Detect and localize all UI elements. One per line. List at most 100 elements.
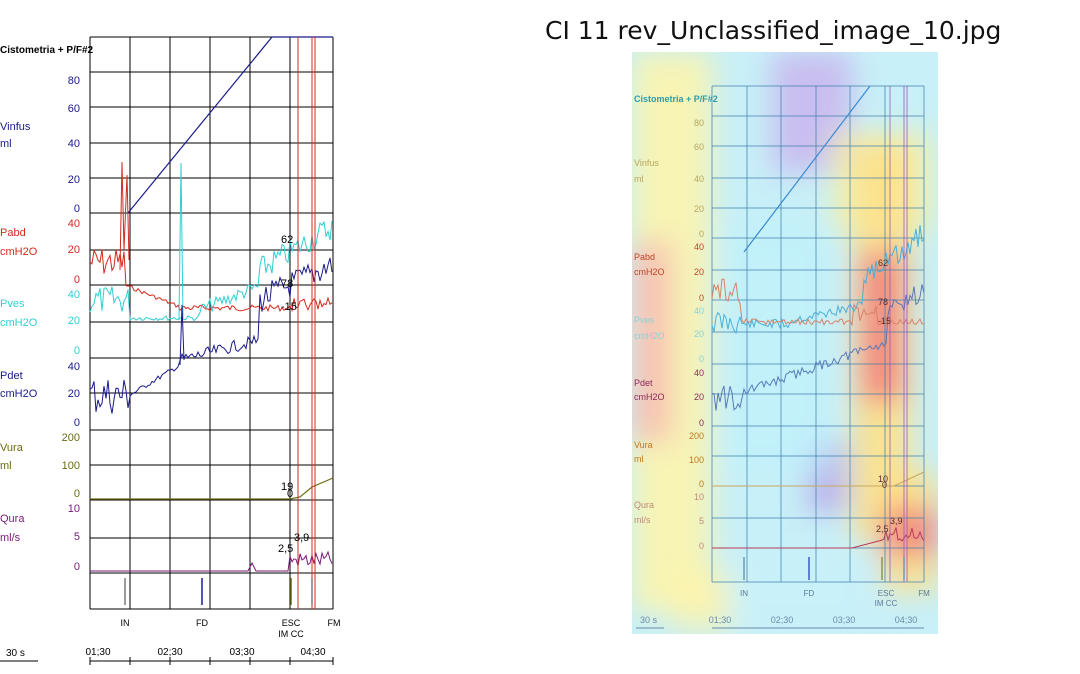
channel-unit: ml/s [0, 532, 21, 544]
pabd-trace [89, 248, 333, 313]
channel-unit: ml [634, 454, 644, 464]
data-annotation: 78 [281, 278, 293, 290]
heatmap-region [632, 242, 672, 442]
channel-unit: cmH2O [634, 331, 665, 341]
pdet-trace [89, 257, 333, 414]
chart-left-svg: Cistometria + P/F#2Vinfusml806040200Pabd… [0, 36, 341, 665]
axis-tick-label: 80 [694, 118, 704, 128]
time-tick-label: 02;30 [771, 615, 794, 625]
axis-tick-label: 20 [694, 392, 704, 402]
channel-name: Qura [0, 513, 25, 525]
channel-unit: cmH2O [0, 388, 38, 400]
time-tick-label: 03;30 [833, 615, 856, 625]
axis-tick-label: 0 [74, 274, 80, 286]
time-tick-label: 04;30 [300, 647, 325, 658]
pabd-trace [711, 278, 925, 327]
axis-tick-label: 200 [62, 432, 80, 444]
heatmap-title: CI 11 rev_Unclassified_image_10.jpg [545, 16, 1002, 45]
time-tick-label: 01;30 [85, 647, 110, 658]
axis-tick-label: 0 [699, 229, 704, 239]
event-label: IM CC [278, 629, 304, 639]
event-label: FM [328, 618, 341, 628]
event-label: IM CC [875, 599, 898, 608]
axis-tick-label: 10 [694, 492, 704, 502]
axis-tick-label: 40 [68, 218, 80, 230]
axis-tick-label: 0 [699, 293, 704, 303]
axis-tick-label: 20 [694, 267, 704, 277]
axis-tick-label: 0 [74, 561, 80, 573]
heatmap-region [862, 252, 902, 402]
axis-tick-label: 20 [68, 174, 80, 186]
event-label: FD [804, 589, 815, 598]
axis-tick-label: 20 [68, 315, 80, 327]
axis-tick-label: 80 [68, 75, 80, 87]
channel-unit: ml [0, 138, 12, 150]
channel-name: Pves [634, 315, 655, 325]
time-scale-label: 30 s [6, 648, 25, 659]
axis-tick-label: 0 [699, 541, 704, 551]
axis-tick-label: 0 [699, 354, 704, 364]
pves-spike [178, 162, 184, 321]
time-tick-label: 01;30 [709, 615, 732, 625]
data-annotation: 62 [281, 234, 293, 246]
data-annotation: 78 [878, 297, 888, 307]
channel-name: Pdet [634, 378, 653, 388]
axis-tick-label: 0 [699, 418, 704, 428]
axis-tick-label: 40 [68, 361, 80, 373]
data-annotation: 10 [878, 474, 888, 484]
axis-tick-label: 100 [689, 455, 704, 465]
original-urodynamics-chart: Cistometria + P/F#2 Vinfus ml 80 60 40 20 0 Pabd… [0, 0, 341, 669]
axis-tick-label: 40 [694, 174, 704, 184]
channel-unit: cmH2O [634, 392, 665, 402]
axis-tick-label: 0 [74, 345, 80, 357]
axis-tick-label: 100 [62, 460, 80, 472]
channel-name: Vura [0, 442, 24, 454]
vinfus-trace [127, 36, 273, 214]
channel-unit: ml/s [634, 515, 651, 525]
event-label: ESC [878, 589, 895, 598]
axis-tick-label: 0 [74, 203, 80, 215]
data-annotation: 2,5 [876, 524, 889, 534]
channel-name: Vinfus [634, 158, 659, 168]
vura-trace [712, 471, 925, 487]
axis-tick-label: 0 [74, 417, 80, 429]
time-tick-label: 02;30 [157, 647, 182, 658]
axis-tick-label: 20 [694, 204, 704, 214]
data-annotation: 3,9 [294, 532, 309, 544]
data-annotation: -15 [281, 301, 297, 313]
data-annotation: 19 [281, 481, 293, 493]
axis-tick-label: 40 [68, 138, 80, 150]
heatmap-region [722, 222, 832, 472]
axis-tick-label: 40 [694, 306, 704, 316]
channel-name: Pabd [634, 252, 655, 262]
vinfus-trace [743, 85, 871, 253]
chart-right-svg: Cistometria + P/F#2Vinfusml806040200Pabd… [632, 52, 938, 634]
channel-name: Vinfus [0, 121, 31, 133]
axis-tick-label: 40 [68, 289, 80, 301]
data-annotation: 3,9 [890, 516, 903, 526]
channel-unit: ml [634, 174, 644, 184]
pdet-spike [179, 304, 185, 366]
event-label: ESC [282, 618, 301, 628]
pdet-trace [711, 284, 925, 411]
axis-tick-label: 5 [699, 516, 704, 526]
heatmap-region [882, 507, 938, 557]
channel-unit: ml [0, 460, 12, 472]
channel-name: Qura [634, 500, 654, 510]
channel-name: Pves [0, 298, 25, 310]
channel-unit: cmH2O [634, 267, 665, 277]
channel-unit: cmH2O [0, 317, 38, 329]
axis-tick-label: 10 [68, 503, 80, 515]
qura-trace [90, 550, 333, 572]
axis-tick-label: 20 [694, 329, 704, 339]
chart-title: Cistometria + P/F#2 [634, 94, 718, 104]
pves-trace [711, 225, 925, 335]
channel-name: Pdet [0, 370, 23, 382]
channel-unit: cmH2O [0, 246, 38, 258]
event-label: IN [740, 589, 748, 598]
data-annotation: -15 [878, 316, 891, 326]
event-label: FM [918, 589, 930, 598]
axis-tick-label: 60 [68, 103, 80, 115]
data-annotation: 0 [287, 488, 293, 500]
time-scale-label: 30 s [640, 615, 658, 625]
